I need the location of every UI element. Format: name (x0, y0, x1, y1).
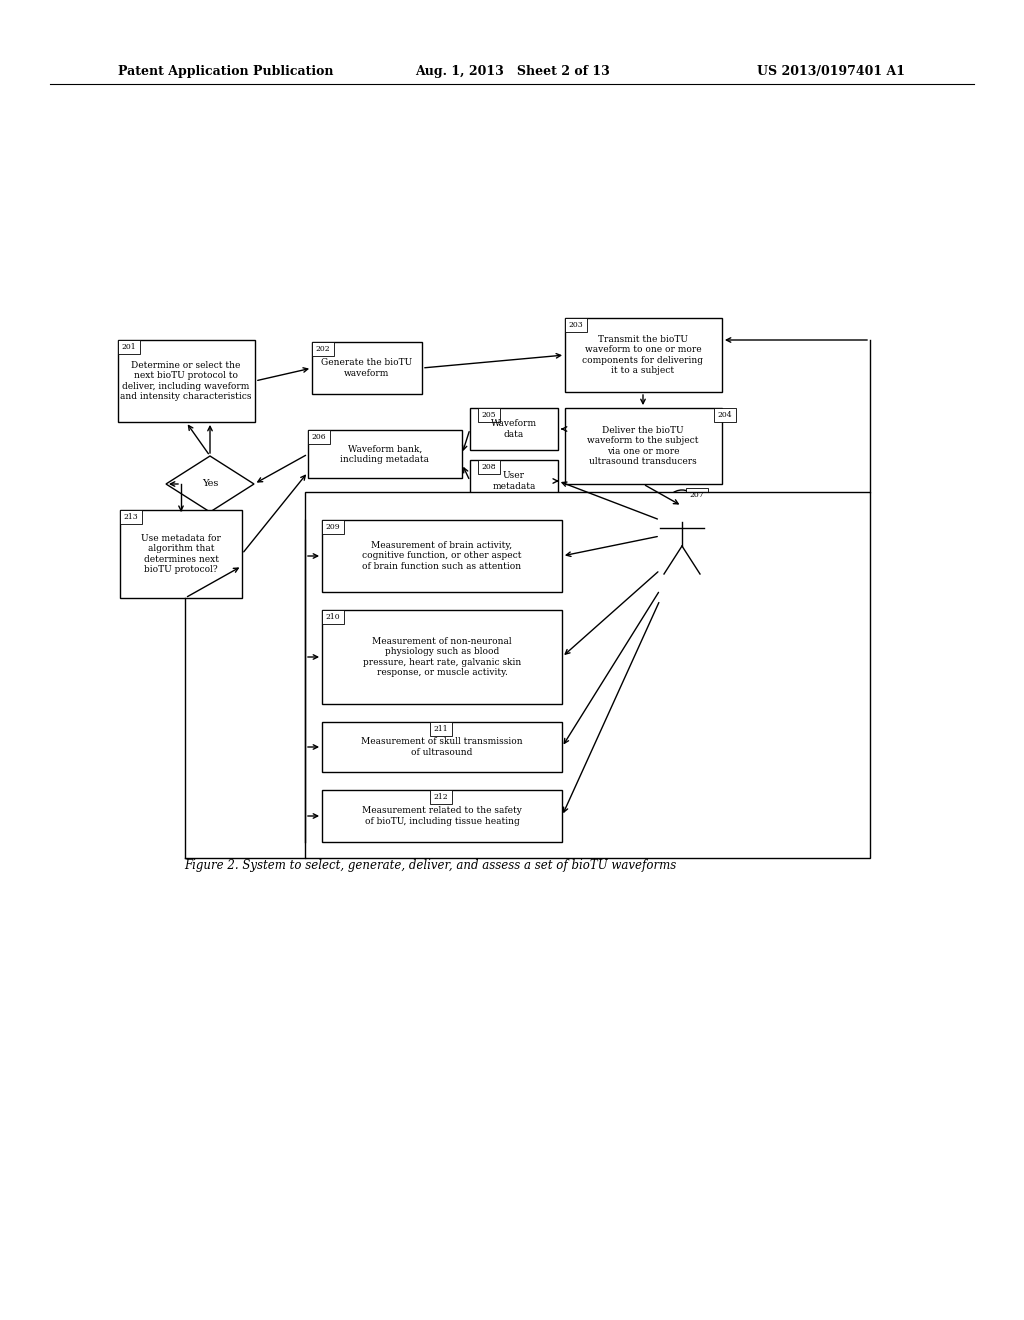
FancyBboxPatch shape (120, 510, 142, 524)
Text: US 2013/0197401 A1: US 2013/0197401 A1 (757, 66, 905, 78)
Text: Aug. 1, 2013   Sheet 2 of 13: Aug. 1, 2013 Sheet 2 of 13 (415, 66, 609, 78)
FancyBboxPatch shape (565, 318, 587, 333)
Text: Waveform bank,
including metadata: Waveform bank, including metadata (341, 445, 429, 463)
FancyBboxPatch shape (478, 408, 500, 422)
Text: Yes: Yes (202, 479, 218, 488)
FancyBboxPatch shape (308, 430, 462, 478)
FancyBboxPatch shape (120, 510, 242, 598)
Text: 213: 213 (124, 513, 138, 521)
FancyBboxPatch shape (470, 459, 558, 502)
FancyBboxPatch shape (322, 520, 344, 535)
Text: Patent Application Publication: Patent Application Publication (118, 66, 334, 78)
Text: Use metadata for
algorithm that
determines next
bioTU protocol?: Use metadata for algorithm that determin… (141, 533, 221, 574)
FancyBboxPatch shape (305, 492, 870, 858)
FancyBboxPatch shape (430, 789, 452, 804)
Text: 209: 209 (326, 523, 340, 531)
FancyBboxPatch shape (565, 318, 722, 392)
Text: User
metadata: User metadata (493, 471, 536, 491)
Text: 204: 204 (718, 411, 732, 418)
Text: Deliver the bioTU
waveform to the subject
via one or more
ultrasound transducers: Deliver the bioTU waveform to the subjec… (587, 426, 698, 466)
FancyBboxPatch shape (322, 789, 562, 842)
Text: 201: 201 (122, 343, 136, 351)
Text: 203: 203 (568, 321, 584, 329)
Text: 207: 207 (690, 491, 705, 499)
Polygon shape (166, 455, 254, 512)
Circle shape (666, 490, 698, 521)
FancyBboxPatch shape (312, 342, 422, 393)
Text: Measurement of skull transmission
of ultrasound: Measurement of skull transmission of ult… (361, 738, 523, 756)
FancyBboxPatch shape (565, 408, 722, 484)
FancyBboxPatch shape (470, 408, 558, 450)
FancyBboxPatch shape (322, 610, 562, 704)
FancyBboxPatch shape (118, 341, 255, 422)
FancyBboxPatch shape (322, 520, 562, 591)
Text: Measurement related to the safety
of bioTU, including tissue heating: Measurement related to the safety of bio… (362, 807, 522, 826)
FancyBboxPatch shape (714, 408, 736, 422)
FancyBboxPatch shape (322, 610, 344, 624)
Text: 210: 210 (326, 612, 340, 620)
Text: 202: 202 (315, 345, 331, 352)
Text: 212: 212 (434, 793, 449, 801)
Text: Figure 2. System to select, generate, deliver, and assess a set of bioTU wavefor: Figure 2. System to select, generate, de… (184, 859, 676, 873)
Text: Waveform
data: Waveform data (490, 420, 537, 438)
FancyBboxPatch shape (118, 341, 140, 354)
Text: Determine or select the
next bioTU protocol to
deliver, including waveform
and i: Determine or select the next bioTU proto… (120, 360, 252, 401)
FancyBboxPatch shape (686, 488, 708, 502)
Text: 208: 208 (481, 463, 497, 471)
FancyBboxPatch shape (308, 430, 330, 444)
Text: Generate the bioTU
waveform: Generate the bioTU waveform (322, 358, 413, 378)
Text: Measurement of brain activity,
cognitive function, or other aspect
of brain func: Measurement of brain activity, cognitive… (362, 541, 522, 570)
FancyBboxPatch shape (478, 459, 500, 474)
Text: 211: 211 (434, 725, 449, 733)
FancyBboxPatch shape (312, 342, 334, 356)
Text: Measurement of non-neuronal
physiology such as blood
pressure, heart rate, galva: Measurement of non-neuronal physiology s… (362, 636, 521, 677)
FancyBboxPatch shape (322, 722, 562, 772)
Text: 205: 205 (481, 411, 497, 418)
Text: 206: 206 (311, 433, 327, 441)
Text: Transmit the bioTU
waveform to one or more
components for delivering
it to a sub: Transmit the bioTU waveform to one or mo… (583, 335, 703, 375)
FancyBboxPatch shape (430, 722, 452, 737)
